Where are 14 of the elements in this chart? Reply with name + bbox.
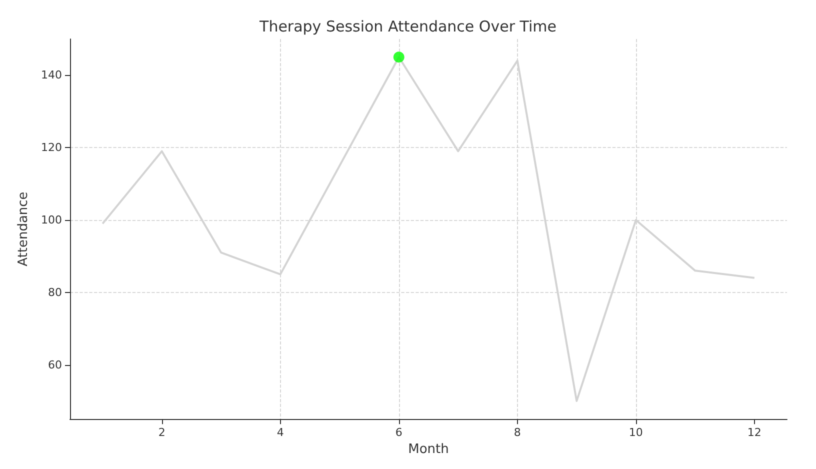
- y-tick-label: 80: [48, 286, 62, 299]
- y-tick-label: 140: [41, 68, 62, 82]
- x-tick-label: 8: [514, 426, 521, 440]
- y-tick-label: 60: [48, 358, 62, 372]
- x-tick-label: 4: [276, 426, 284, 440]
- x-tick-label: 12: [747, 426, 762, 440]
- x-tick-label: 6: [395, 426, 402, 440]
- y-tick-label: 120: [41, 141, 62, 154]
- y-axis-title: Attendance: [16, 192, 32, 266]
- y-tick-label: 100: [41, 214, 62, 226]
- x-axis-title: Month: [408, 442, 449, 457]
- x-tick-label: 10: [628, 426, 643, 440]
- chart-title: Therapy Session Attendance Over Time: [258, 18, 556, 36]
- x-tick-label: 2: [158, 426, 166, 440]
